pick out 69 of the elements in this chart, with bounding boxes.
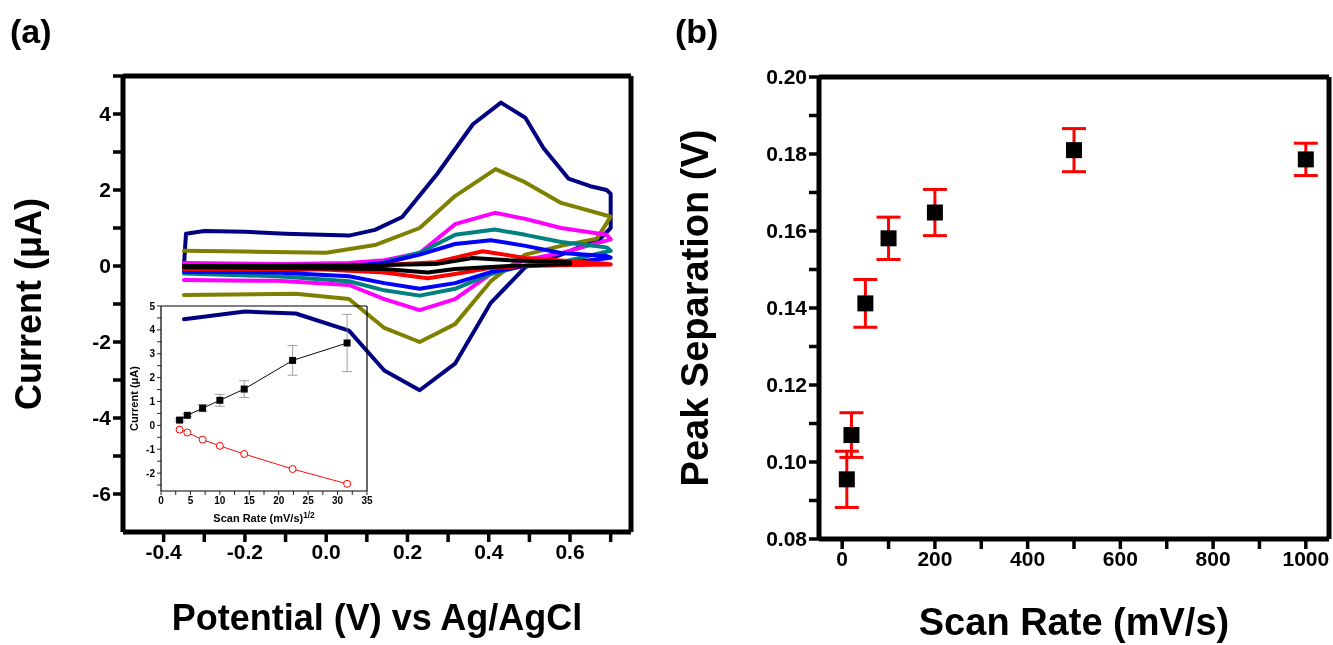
x-tick-label: -0.4 [145,539,183,563]
y-tick-label: 0.16 [766,219,807,243]
x-tick-label: 0 [158,495,165,507]
x-tick-label: 200 [917,546,953,570]
x-tick-label: 35 [361,495,373,507]
y-tick-label: 2 [99,178,111,202]
point [343,339,351,347]
x-tick-label: 1000 [1282,546,1330,570]
y-tick-label: 0 [99,254,111,278]
x-tick-label: 0 [836,546,849,570]
point [215,441,224,450]
x-axis-title: Scan Rate (mV/s)$^{1/2}$ [213,510,316,524]
point [343,479,352,488]
x-tick-label: 0.0 [311,539,341,563]
y-tick-label: 0.14 [766,296,808,320]
y-axis-title: Current (μA) [128,365,140,431]
y-axis-title: Current (μA) [7,197,49,411]
point [240,385,248,393]
point [926,204,943,221]
y-tick-label: 4 [149,324,156,336]
x-tick-label: 0.6 [555,539,585,563]
point [289,356,297,364]
chart-title: (a) [10,12,52,50]
x-tick-label: 5 [187,495,194,507]
y-tick-label: 0.12 [766,373,807,397]
x-tick-label: -0.2 [226,539,264,563]
point [288,465,297,474]
x-tick-label: 0.4 [474,539,504,563]
x-tick-label: 10 [214,495,226,507]
y-tick-label: 3 [149,348,156,360]
line-series [181,167,613,344]
y-tick-label: 0.10 [766,450,807,474]
y-tick-label: 2 [149,372,156,384]
point [1297,151,1314,168]
y-tick-label: -2 [92,330,111,354]
x-tick-label: 800 [1195,546,1231,570]
point [838,471,855,488]
y-tick-label: 1 [149,396,156,408]
point [857,295,874,312]
point [1066,142,1082,159]
x-tick-label: 0.2 [392,539,423,563]
y-tick-label: -1 [146,443,156,455]
point [175,425,184,434]
y-axis-title: Peak Separation (V) [674,129,716,487]
y-tick-label: 0 [149,419,156,431]
point [880,230,897,247]
x-tick-label: 600 [1102,546,1138,570]
x-tick-label: 20 [273,495,285,507]
x-axis-title: Potential (V) vs Ag/AgCl [171,597,583,638]
x-tick-label: 400 [1010,546,1046,570]
chart-title: (b) [675,12,719,50]
point [843,427,860,444]
point [240,450,249,458]
y-tick-label: -4 [92,406,112,430]
y-tick-label: -6 [92,482,111,506]
y-tick-label: -2 [146,467,156,479]
point [183,428,192,437]
point [198,435,207,444]
y-tick-label: 4 [99,102,112,126]
x-tick-label: 15 [243,495,256,507]
y-tick-label: 5 [149,300,156,312]
y-tick-label: 0.08 [766,527,808,551]
y-tick-label: 0.18 [766,142,808,166]
x-axis-title: Scan Rate (mV/s) [918,601,1230,643]
y-tick-label: 0.20 [766,65,807,89]
x-tick-label: 30 [332,495,344,507]
line-series [181,256,573,275]
x-tick-label: 25 [302,495,315,507]
line-series [181,100,613,393]
